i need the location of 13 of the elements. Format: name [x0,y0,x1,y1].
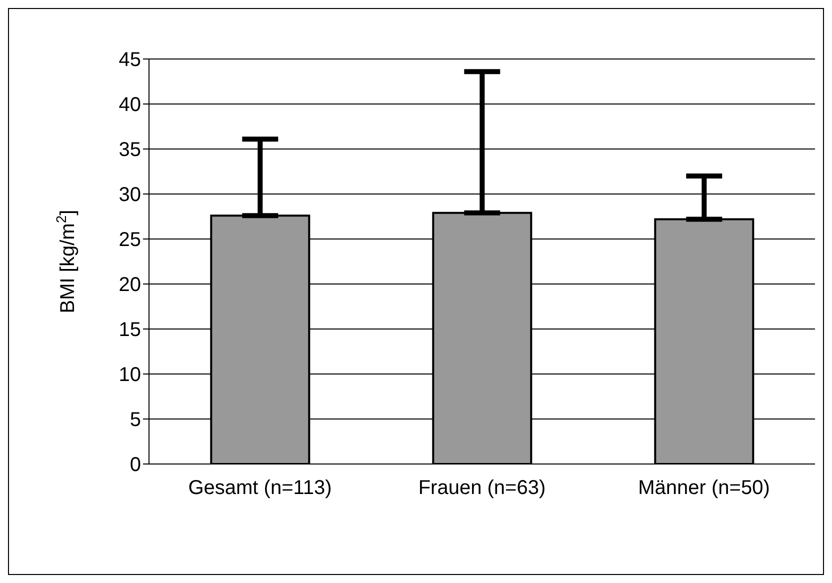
x-tick-label: Gesamt (n=113) [188,477,332,500]
y-tick-label: 20 [118,274,141,296]
y-tick-label: 15 [118,319,141,342]
y-tick-label: 30 [118,184,141,206]
y-tick-label: 25 [118,229,141,252]
x-tick-label: Frauen (n=63) [418,477,546,500]
x-tick-label: Männer (n=50) [638,477,770,500]
y-tick-label: 5 [130,409,141,432]
y-tick-label: 10 [118,364,141,386]
y-tick-label: 40 [118,94,141,116]
y-tick-label: 0 [130,454,141,476]
y-tick-label: 35 [118,139,141,162]
y-tick-label: 45 [118,49,141,72]
